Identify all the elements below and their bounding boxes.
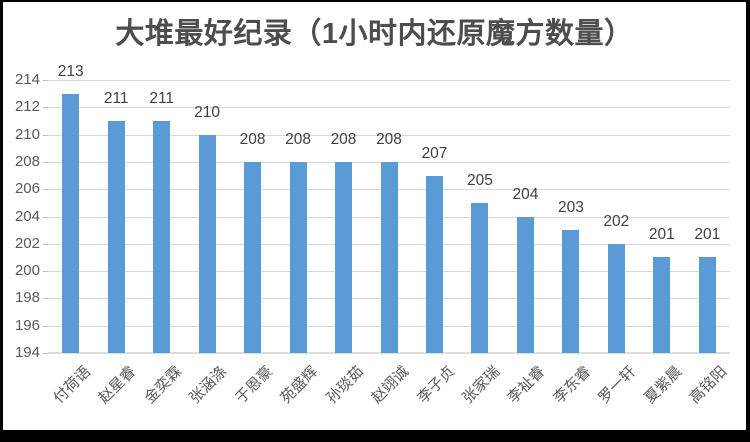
bar-于恩豪[interactable]: [244, 161, 262, 353]
data-label: 210: [194, 103, 221, 121]
data-label: 213: [57, 62, 84, 80]
gridline: [48, 80, 730, 81]
data-label: 207: [421, 144, 448, 162]
y-axis-tick: [43, 80, 48, 81]
bar-李祉睿[interactable]: [516, 216, 534, 353]
y-axis-tick: [43, 244, 48, 245]
y-axis-tick: [43, 326, 48, 327]
bar-张家瑞[interactable]: [471, 202, 489, 353]
data-label: 201: [694, 226, 721, 244]
bar-金奕霖[interactable]: [153, 121, 171, 353]
y-axis-tick-label: 204: [14, 208, 40, 225]
bar-李子贞[interactable]: [426, 175, 443, 353]
y-axis-tick: [43, 135, 48, 136]
bar-高铭阳[interactable]: [698, 257, 716, 353]
bar-张涵涤[interactable]: [198, 134, 216, 353]
y-axis-tick: [43, 217, 48, 218]
data-label: 201: [648, 226, 675, 244]
y-axis-tick: [43, 162, 48, 163]
y-axis-tick-label: 214: [14, 71, 40, 88]
y-axis-tick-label: 196: [14, 317, 40, 334]
y-axis-tick-label: 206: [14, 180, 40, 197]
y-axis-tick-label: 210: [14, 126, 40, 143]
y-axis-tick-label: 194: [14, 344, 40, 361]
y-axis-tick: [43, 298, 48, 299]
data-label: 211: [103, 90, 129, 107]
data-label: 211: [149, 90, 175, 107]
bar-赵翊诚[interactable]: [380, 161, 398, 353]
y-axis-tick: [43, 189, 48, 190]
gridline: [48, 135, 730, 136]
data-label: 208: [330, 130, 357, 148]
chart-canvas: 大堆最好纪录（1小时内还原魔方数量） 194 196 198 200 202 204 206…: [3, 2, 746, 430]
bar-夏紫晨[interactable]: [653, 257, 671, 353]
y-axis-tick-label: 198: [14, 289, 40, 306]
bar-罗一轩[interactable]: [607, 243, 625, 353]
data-label: 208: [239, 130, 266, 148]
bar-苑盛辉[interactable]: [289, 161, 307, 353]
data-label: 204: [512, 185, 539, 203]
data-label: 205: [466, 171, 493, 189]
y-axis-tick-label: 212: [14, 98, 40, 115]
y-axis-tick-label: 200: [14, 262, 40, 279]
bar-付荷语[interactable]: [62, 93, 80, 353]
data-label: 208: [376, 130, 402, 148]
data-label: 203: [557, 199, 584, 217]
bar-孙琰茹[interactable]: [335, 161, 352, 353]
data-label: 202: [603, 212, 630, 230]
y-axis-tick-label: 208: [14, 153, 40, 170]
bar-李东睿[interactable]: [562, 230, 580, 353]
data-label: 208: [285, 130, 312, 148]
y-axis-tick: [43, 353, 48, 354]
chart-title: 大堆最好纪录（1小时内还原魔方数量）: [115, 18, 634, 50]
y-axis-tick: [43, 271, 48, 272]
gridline: [48, 107, 730, 108]
x-axis-line: [48, 352, 730, 354]
y-axis-tick: [43, 107, 48, 108]
bar-赵星睿[interactable]: [107, 121, 125, 353]
y-axis-tick-label: 202: [14, 235, 40, 252]
